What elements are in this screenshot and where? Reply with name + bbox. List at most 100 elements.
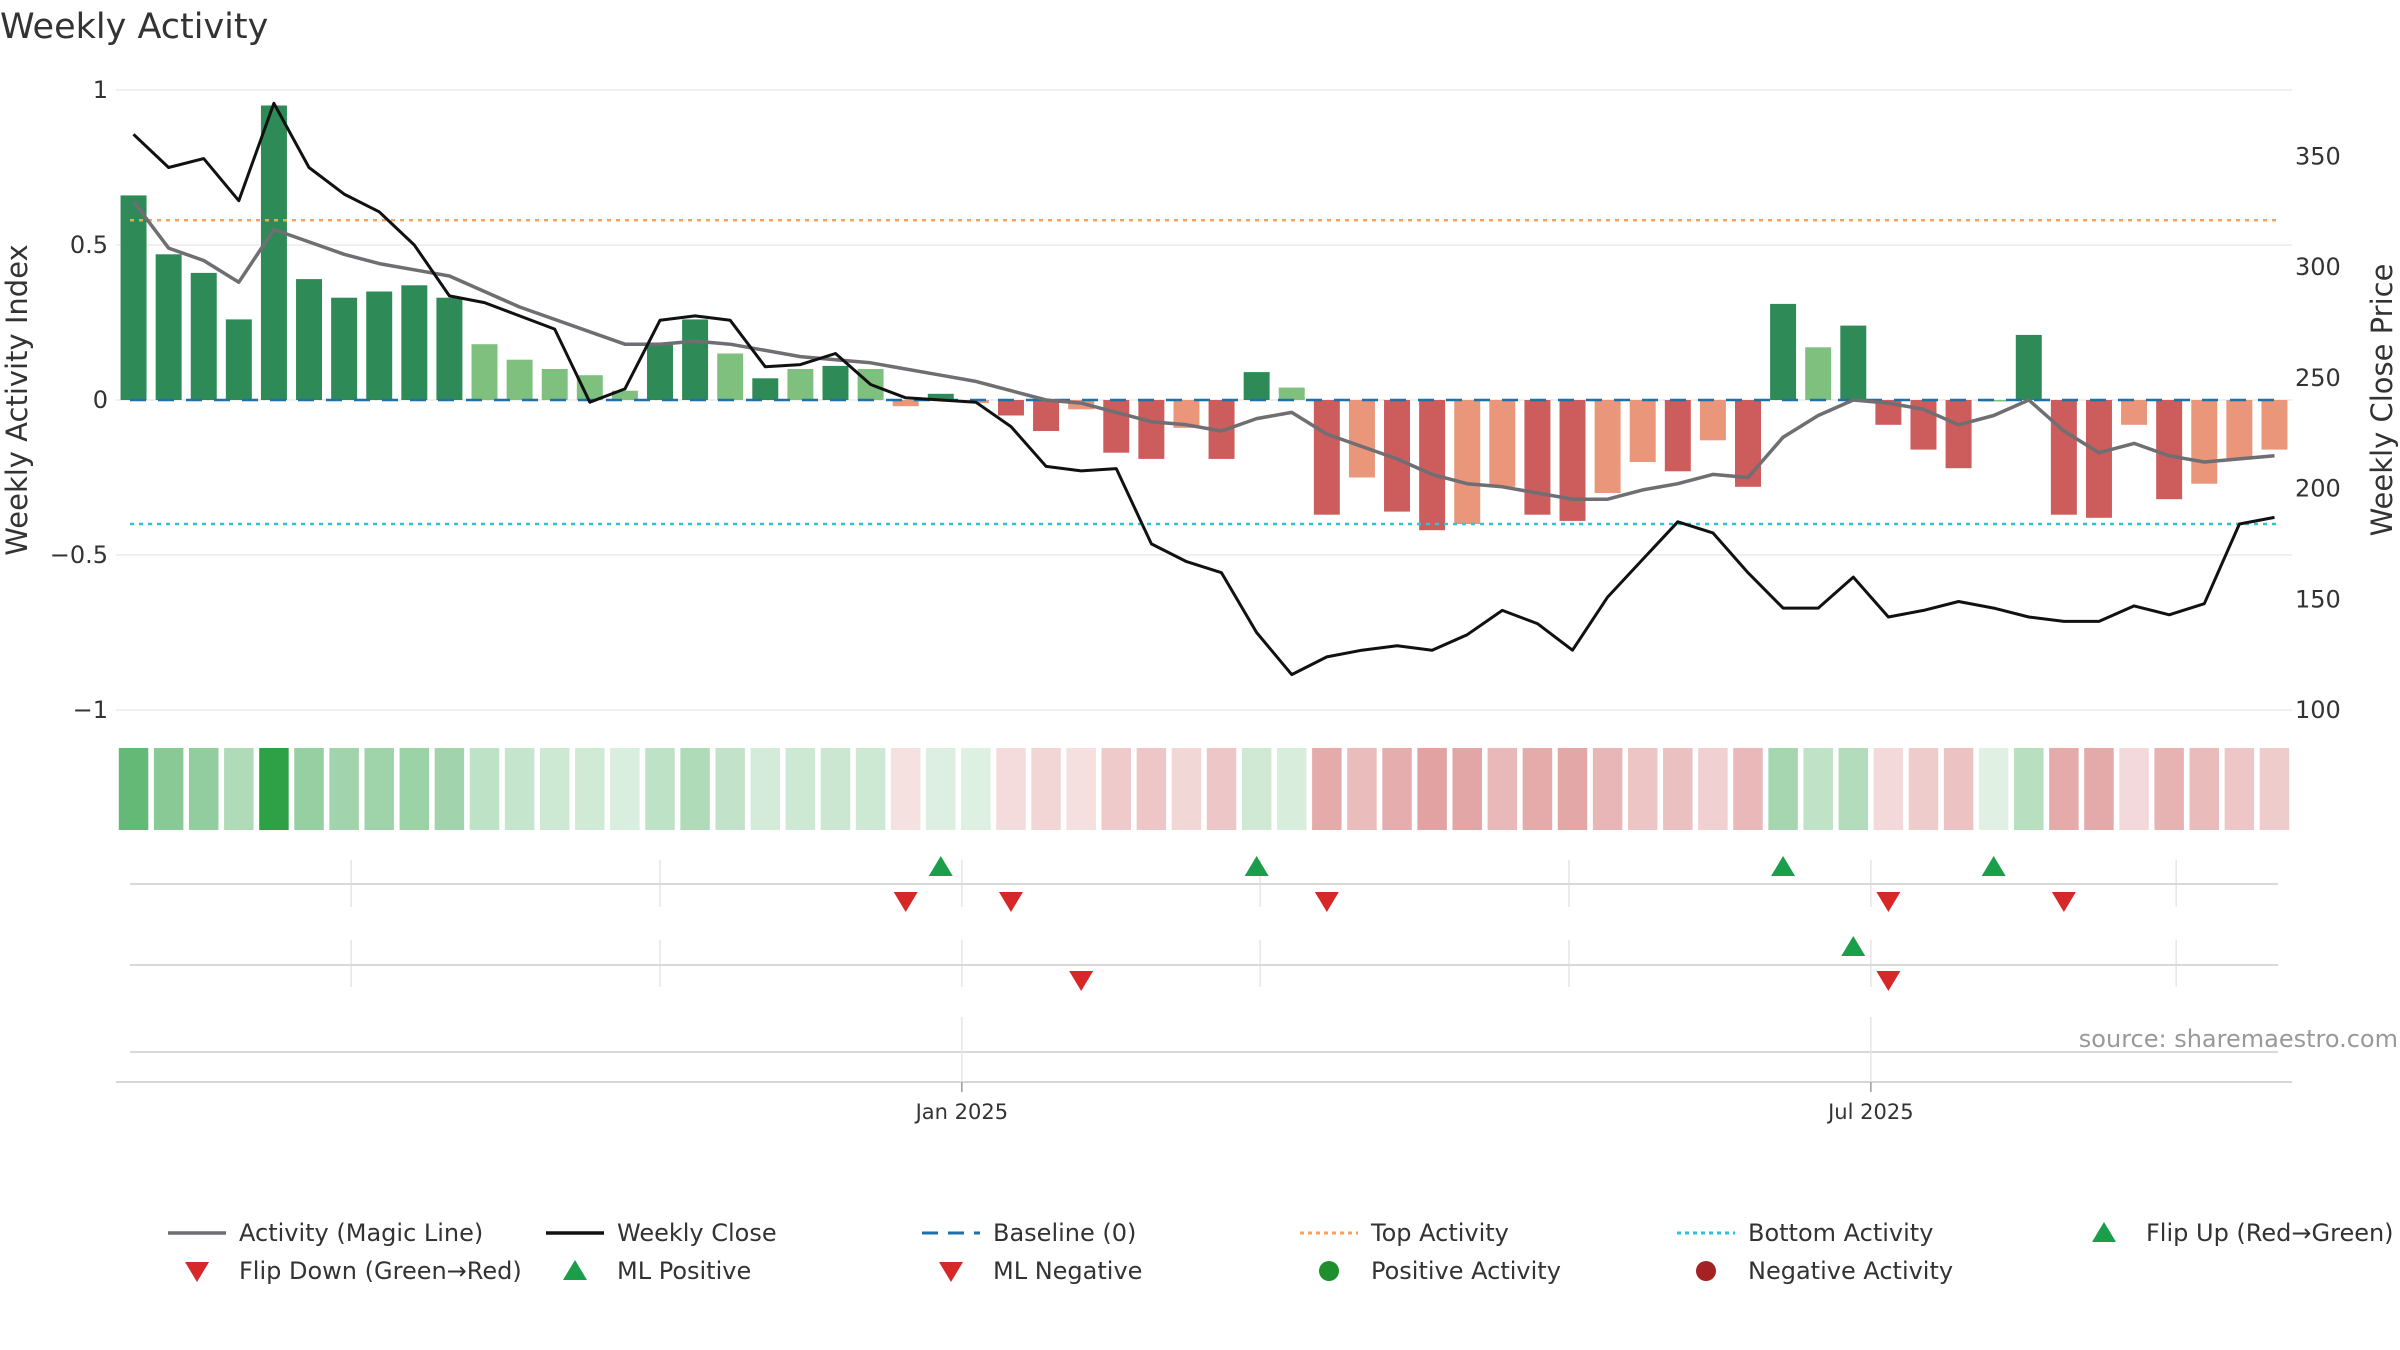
activity-bar xyxy=(1348,400,1375,478)
activity-bars xyxy=(120,105,2288,531)
heat-strip-cell xyxy=(1803,748,1833,830)
heat-strip-cell xyxy=(1241,748,1272,830)
activity-bar xyxy=(997,400,1024,416)
flip-down-marker xyxy=(2051,892,2076,912)
heat-strip-cell xyxy=(469,748,500,830)
heat-strip-cell xyxy=(1171,748,1202,830)
heat-strip-cell xyxy=(259,748,289,830)
activity-bar xyxy=(717,353,744,400)
series-lines xyxy=(132,101,2275,677)
y-tick-label: 1 xyxy=(93,76,108,104)
heat-strip-cell xyxy=(996,748,1026,830)
heat-strip-cell xyxy=(785,748,816,830)
activity-bar xyxy=(1419,400,1446,531)
y2-axis-title: Weekly Close Price xyxy=(2365,264,2399,537)
flip-up-marker xyxy=(928,856,953,876)
heat-strip-cell xyxy=(1066,748,1096,830)
activity-bar xyxy=(471,344,498,400)
activity-bar xyxy=(1103,400,1130,453)
ml-negative-marker xyxy=(1876,971,1901,991)
y2-tick-label: 200 xyxy=(2295,475,2341,503)
heat-strip-cell xyxy=(2084,748,2114,830)
y2-tick-label: 250 xyxy=(2295,364,2341,392)
legend-swatch xyxy=(1696,1261,1716,1281)
y2-tick-label: 150 xyxy=(2295,585,2341,613)
heat-strip-cell xyxy=(1592,748,1623,830)
activity-bar xyxy=(822,365,849,400)
y-axis-title: Weekly Activity Index xyxy=(0,244,34,555)
y2-tick-label: 350 xyxy=(2295,142,2341,170)
legend: Activity (Magic Line) Weekly Close Baselin… xyxy=(168,1219,2394,1285)
activity-bar xyxy=(1664,400,1691,472)
activity-bar xyxy=(2191,400,2218,484)
heat-strip-cell xyxy=(1487,748,1518,830)
heat-strip-cell xyxy=(539,748,570,830)
heat-strip-cell xyxy=(2049,748,2079,830)
activity-bar xyxy=(576,375,603,400)
activity-bar xyxy=(1559,400,1586,521)
legend-label: Baseline (0) xyxy=(993,1219,1136,1247)
activity-bar xyxy=(927,393,954,400)
heat-strip-cell xyxy=(2154,748,2184,830)
legend-label: Top Activity xyxy=(1370,1219,1509,1247)
weekly-close-line xyxy=(132,101,2275,677)
activity-heat-strip xyxy=(118,748,2290,830)
legend-label: ML Negative xyxy=(993,1257,1142,1285)
legend-label: Negative Activity xyxy=(1748,1257,1953,1285)
heat-strip-cell xyxy=(2014,748,2044,830)
legend-label: Flip Up (Red→Green) xyxy=(2146,1219,2394,1247)
heat-strip-cell xyxy=(153,748,184,830)
activity-bar xyxy=(1805,347,1832,400)
heat-strip-cell xyxy=(1382,748,1412,830)
activity-bar xyxy=(2156,400,2183,500)
activity-bar xyxy=(682,319,709,400)
y2-tick-label: 300 xyxy=(2295,253,2341,281)
heat-strip-cell xyxy=(1873,748,1904,830)
heat-strip-cell xyxy=(1557,748,1588,830)
activity-bar xyxy=(120,195,147,400)
activity-bar xyxy=(506,359,533,400)
y-tick-label: 0.5 xyxy=(70,231,108,259)
heat-strip-cell xyxy=(820,748,851,830)
activity-bar xyxy=(1278,387,1305,400)
legend-swatch xyxy=(1319,1261,1339,1281)
activity-bar xyxy=(401,285,428,400)
heat-strip-cell xyxy=(364,748,394,830)
heat-strip-cell xyxy=(1136,748,1167,830)
activity-bar xyxy=(1524,400,1551,515)
heat-strip-cell xyxy=(399,748,430,830)
activity-bar xyxy=(1945,400,1972,469)
legend-label: Bottom Activity xyxy=(1748,1219,1933,1247)
activity-bar xyxy=(541,369,568,400)
heat-strip-cell xyxy=(1277,748,1307,830)
heat-strip-cell xyxy=(610,748,640,830)
activity-bar xyxy=(1629,400,1656,462)
source-note: source: sharemaestro.com xyxy=(2079,1025,2398,1053)
activity-bar xyxy=(1454,400,1481,524)
activity-bar xyxy=(752,378,779,400)
heat-strip-cell xyxy=(1978,748,2009,830)
activity-bar xyxy=(331,297,358,400)
y-tick-label: 0 xyxy=(93,386,108,414)
activity-bar xyxy=(1313,400,1340,515)
heat-strip-cell xyxy=(329,748,359,830)
activity-bar xyxy=(1770,303,1797,400)
heat-strip-cell xyxy=(1943,748,1974,830)
activity-bar xyxy=(225,319,252,400)
heat-strip-cell xyxy=(294,748,324,830)
heat-strip-cell xyxy=(1101,748,1131,830)
x-tick-label: Jul 2025 xyxy=(1826,1100,1913,1124)
flip-up-marker xyxy=(1244,856,1269,876)
y-axis-ticks: 1 0.5 0 −0.5 −1 350 300 250 200 150 100 xyxy=(50,76,2341,724)
activity-bar xyxy=(260,105,287,400)
heat-strip-cell xyxy=(1768,748,1798,830)
activity-bar xyxy=(436,297,463,400)
legend-label: Positive Activity xyxy=(1371,1257,1561,1285)
activity-bar xyxy=(1735,400,1761,487)
flip-down-marker xyxy=(1314,892,1339,912)
heat-strip-cell xyxy=(434,748,465,830)
activity-bar xyxy=(155,254,182,400)
heat-strip-cell xyxy=(1522,748,1553,830)
heat-strip-cell xyxy=(189,748,219,830)
heat-strip-cell xyxy=(2259,748,2290,830)
